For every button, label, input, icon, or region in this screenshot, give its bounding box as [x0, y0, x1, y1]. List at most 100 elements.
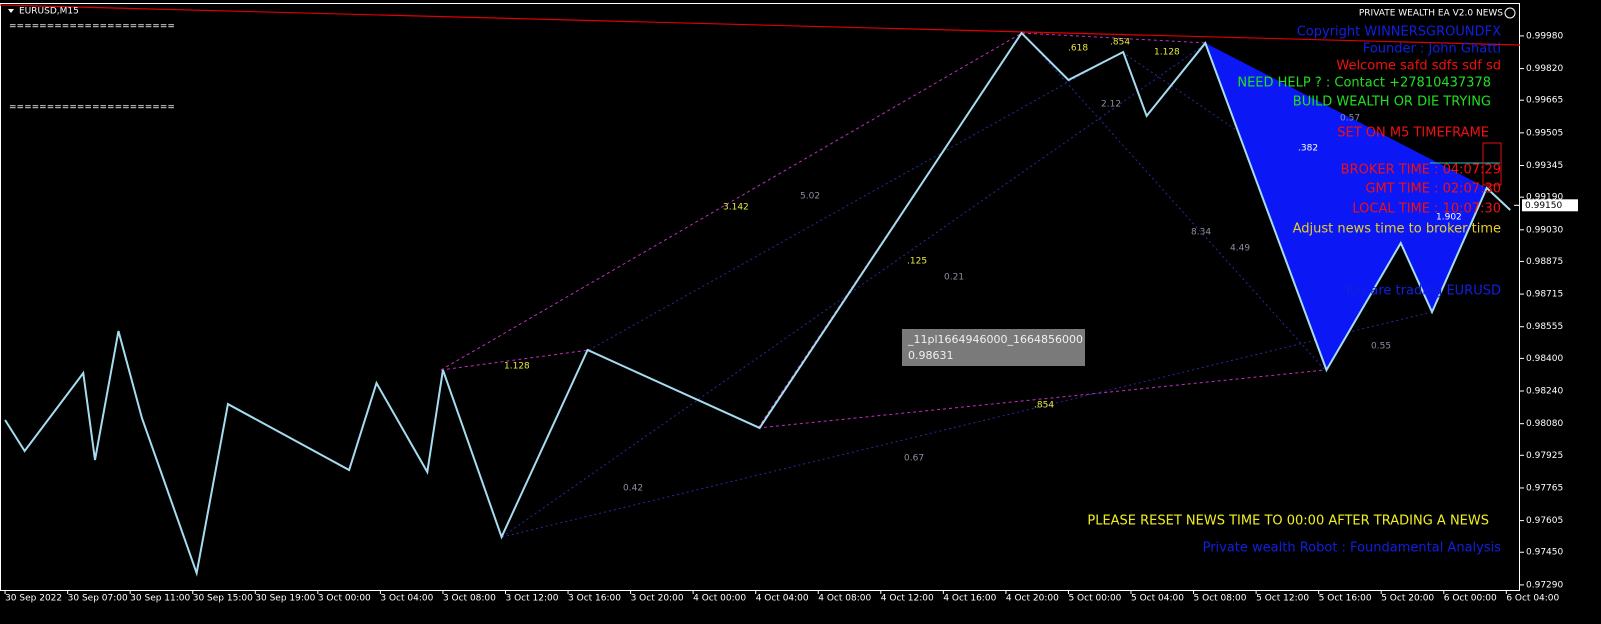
fib-line: [440, 349, 590, 371]
fib-line: [1121, 51, 1403, 244]
x-tick-label: 4 Oct 08:00: [818, 594, 871, 604]
x-tick-label: 30 Sep 2022: [5, 594, 62, 604]
y-tick-label: 0.98715: [1526, 290, 1563, 300]
fib-label: 0.57: [1340, 114, 1360, 124]
fib-label: 0.21: [944, 273, 964, 283]
pattern-fill: [1205, 43, 1487, 371]
y-tick-label: 0.99345: [1526, 161, 1563, 171]
x-tick-label: 4 Oct 00:00: [693, 594, 746, 604]
fib-label: 3.142: [723, 203, 749, 213]
y-tick-label: 0.98240: [1526, 387, 1563, 397]
trend-line: [0, 4, 1521, 46]
fib-label: 1.128: [1154, 48, 1180, 58]
fib-line: [501, 42, 1208, 538]
menu-arrow[interactable]: [8, 9, 14, 13]
fib-label: .382: [1298, 144, 1318, 154]
tooltip: _11pl1664946000_1664856000 0.98631: [902, 329, 1085, 366]
fib-label: .125: [907, 257, 927, 267]
motto: BUILD WEALTH OR DIE TRYING: [1293, 95, 1491, 110]
adjust-note: Adjust news time to broker time: [1293, 222, 1501, 237]
fib-label: .618: [1068, 44, 1088, 54]
y-tick-label: 0.97925: [1526, 451, 1563, 461]
series-layer: [4, 31, 1511, 577]
fib-label: 0.67: [904, 454, 924, 464]
x-tick-label: 30 Sep 11:00: [130, 594, 190, 604]
current-price-box: [1522, 199, 1578, 212]
ea-title: PRIVATE WEALTH EA V2.0 NEWS: [1359, 9, 1503, 19]
header: EURUSD,M15 ====================== ======…: [8, 7, 1516, 113]
fib-label: 1.128: [504, 362, 530, 372]
banner: Private wealth Robot : Foundamental Anal…: [1203, 541, 1502, 556]
y-tick-label: 0.99030: [1526, 225, 1563, 235]
x-tick-label: 6 Oct 00:00: [1444, 594, 1497, 604]
trading-symbol: You are trading EURUSD: [1343, 284, 1501, 299]
x-tick-label: 5 Oct 20:00: [1381, 594, 1434, 604]
plot-frame: [0, 3, 1520, 591]
broker-time: BROKER TIME : 04:07:29: [1341, 163, 1501, 178]
fib-label: 0.55: [1371, 342, 1391, 352]
tooltip-box: [902, 329, 1085, 366]
local-time: LOCAL TIME : 10:07:30: [1352, 202, 1501, 217]
y-tick-label: 0.97290: [1526, 580, 1563, 590]
fib-label: 5.02: [800, 192, 820, 202]
x-tick-label: 3 Oct 20:00: [631, 594, 684, 604]
reset-notice: PLEASE RESET NEWS TIME TO 00:00 AFTER TR…: [1087, 514, 1489, 529]
marker-box: [1482, 142, 1502, 186]
copyright: Copyright WINNERSGROUNDFX: [1297, 25, 1501, 40]
x-tick-label: 4 Oct 16:00: [943, 594, 996, 604]
timeframe: SET ON M5 TIMEFRAME: [1337, 126, 1489, 141]
y-tick-label: 0.99190: [1526, 193, 1563, 203]
x-tick-label: 3 Oct 16:00: [568, 594, 621, 604]
gmt-time: GMT TIME : 02:07:30: [1365, 182, 1501, 197]
x-tick-label: 5 Oct 00:00: [1068, 594, 1121, 604]
x-tick-label: 3 Oct 12:00: [505, 594, 558, 604]
fib-labels: .618 .854 1.128 2.12 0.57 .382 3.142 5.0…: [504, 38, 1462, 494]
x-tick-label: 5 Oct 12:00: [1256, 594, 1309, 604]
founder: Founder : John Ghatti: [1363, 42, 1501, 57]
fib-line: [588, 51, 1123, 351]
current-price-label: 0.99150: [1525, 201, 1562, 211]
fib-line: [1021, 32, 1208, 44]
x-tick-label: 3 Oct 00:00: [318, 594, 371, 604]
x-tick-label: 30 Sep 07:00: [68, 594, 128, 604]
y-tick-label: 0.97450: [1526, 548, 1563, 558]
fib-line: [440, 32, 1023, 371]
ea-smiley: [1504, 7, 1516, 19]
y-tick-label: 0.98400: [1526, 354, 1563, 364]
x-tick-label: 5 Oct 08:00: [1194, 594, 1247, 604]
y-tick-label: 0.98080: [1526, 419, 1563, 429]
y-tick-label: 0.99505: [1526, 128, 1563, 138]
y-tick-label: 0.99980: [1526, 31, 1563, 41]
fib-label: 0.42: [623, 484, 643, 494]
x-tick-label: 30 Sep 19:00: [255, 594, 315, 604]
zigzag-line: [4, 31, 1511, 577]
y-tick-label: 0.98875: [1526, 257, 1563, 267]
x-tick-label: 4 Oct 04:00: [756, 594, 809, 604]
separator: ======================: [9, 22, 175, 32]
help: NEED HELP ? : Contact +27810437378: [1237, 76, 1491, 91]
x-tick-label: 30 Sep 15:00: [193, 594, 253, 604]
x-tick-label: 3 Oct 08:00: [443, 594, 496, 604]
y-tick-label: 0.99665: [1526, 96, 1563, 106]
pattern-lines: [440, 32, 1433, 538]
separator: ======================: [9, 103, 175, 113]
x-tick-label: 3 Oct 04:00: [380, 594, 433, 604]
welcome: Welcome safd sdfs sdf sd: [1336, 59, 1501, 74]
x-tick-label: 4 Oct 12:00: [881, 594, 934, 604]
tooltip-price: 0.98631: [908, 349, 954, 362]
y-tick-label: 0.98555: [1526, 322, 1563, 332]
x-tick-label: 5 Oct 04:00: [1131, 594, 1184, 604]
y-tick-label: 0.97605: [1526, 516, 1563, 526]
fib-line: [757, 32, 1023, 429]
tooltip-id: _11pl1664946000_1664856000: [907, 333, 1083, 346]
x-tick-label: 6 Oct 04:00: [1506, 594, 1559, 604]
y-tick-label: 0.97765: [1526, 483, 1563, 493]
fib-label: 2.12: [1101, 100, 1121, 110]
x-tick-label: 5 Oct 16:00: [1319, 594, 1372, 604]
x-tick-label: 4 Oct 20:00: [1006, 594, 1059, 604]
fib-label: 8.34: [1191, 228, 1211, 238]
symbol-label: EURUSD,M15: [19, 7, 79, 17]
fib-label: .854: [1110, 38, 1130, 48]
fib-label: 4.49: [1230, 244, 1250, 254]
